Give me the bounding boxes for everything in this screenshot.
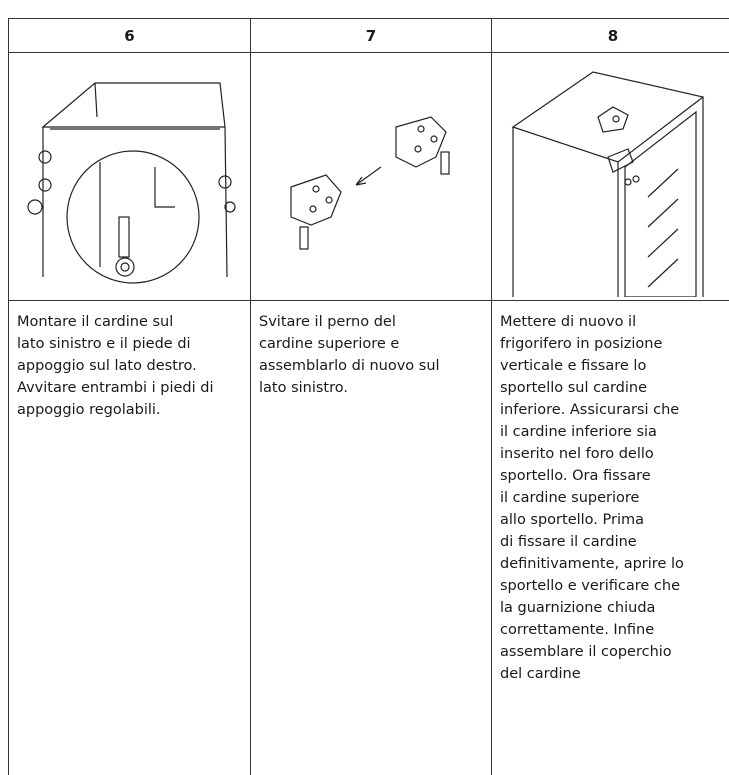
text-line: assemblare il coperchio [500,641,726,663]
illustration [15,57,245,297]
text-line: appoggio sul lato destro. [17,355,242,377]
illustration [498,57,728,297]
text-line: frigorifero in posizione [500,333,726,355]
text-line: cardine superiore e [259,333,483,355]
illustration-cell [9,53,251,301]
instruction-table: 6 7 8 [8,18,729,775]
illustration [256,57,486,297]
text-line: inferiore. Assicurarsi che [500,399,726,421]
text-line: il cardine superiore [500,487,726,509]
step-number: 8 [492,19,729,53]
text-line: la guarnizione chiuda [500,597,726,619]
step-number: 7 [251,19,492,53]
text-line: di fissare il cardine [500,531,726,553]
text-line: sportello e verificare che [500,575,726,597]
text-line: Mettere di nuovo il [500,311,726,333]
text-line: il cardine inferiore sia [500,421,726,443]
text-line: appoggio regolabili. [17,399,242,421]
text-line: correttamente. Infine [500,619,726,641]
text-line: Montare il cardine sul [17,311,242,333]
text-line: lato sinistro. [259,377,483,399]
text-line: Avvitare entrambi i piedi di [17,377,242,399]
illustration-cell [492,53,729,301]
step-number: 6 [9,19,251,53]
text-line: lato sinistro e il piede di [17,333,242,355]
text-line: verticale e fissare lo [500,355,726,377]
text-line: allo sportello. Prima [500,509,726,531]
text-line: assemblarlo di nuovo sul [259,355,483,377]
text-line: definitivamente, aprire lo [500,553,726,575]
text-line: del cardine [500,663,726,685]
text-line: Svitare il perno del [259,311,483,333]
text-line: sportello sul cardine [500,377,726,399]
text-line: inserito nel foro dello [500,443,726,465]
illustration-cell [251,53,492,301]
text-line: sportello. Ora fissare [500,465,726,487]
